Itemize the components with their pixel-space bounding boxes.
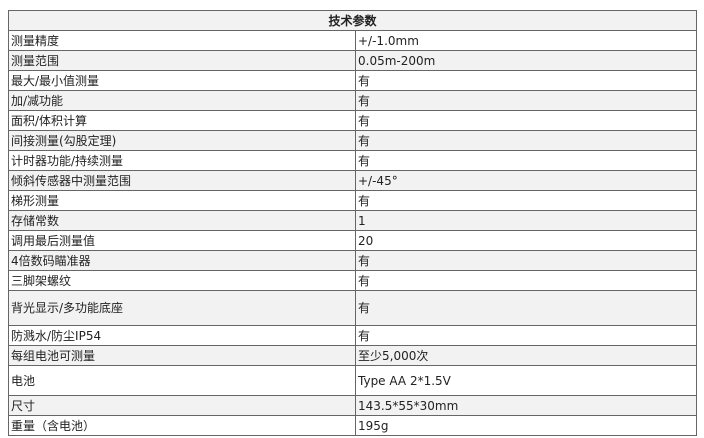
spec-row: 三脚架螺纹有 [8,270,697,291]
spec-row: 面积/体积计算有 [8,110,697,131]
spec-value: 1 [355,210,697,231]
spec-value: 有 [355,190,697,211]
spec-table: 技术参数 测量精度 +/-1.0mm 测量范围 0.05m-200m 最大/最小值测量有… [8,10,697,436]
spec-value: +/-1.0mm [355,30,697,51]
spec-value: 143.5*55*30mm [355,395,697,416]
spec-value: +/-45° [355,170,697,191]
spec-row: 调用最后测量值 20 [8,230,697,251]
spec-name: 计时器功能/持续测量 [8,150,356,171]
spec-name: 测量精度 [8,30,356,51]
spec-row: 背光显示/多功能底座有 [8,290,697,326]
spec-name: 调用最后测量值 [8,230,356,251]
spec-row: 防溅水/防尘IP54 有 [8,325,697,346]
spec-value: Type AA 2*1.5V [355,365,697,396]
spec-name: 4倍数码瞄准器 [8,250,356,271]
spec-value: 有 [355,110,697,131]
spec-value: 有 [355,150,697,171]
spec-name: 最大/最小值测量 [8,70,356,91]
spec-row: 每组电池可测量 至少5,000次 [8,345,697,366]
spec-row: 最大/最小值测量有 [8,70,697,91]
spec-name: 梯形测量 [8,190,356,211]
spec-name: 每组电池可测量 [8,345,356,366]
spec-row: 间接测量(勾股定理) 有 [8,130,697,151]
spec-name: 测量范围 [8,50,356,71]
header-row: 技术参数 [8,10,697,31]
spec-value: 有 [355,130,697,151]
spec-value: 有 [355,270,697,291]
spec-value: 20 [355,230,697,251]
spec-value: 有 [355,90,697,111]
spec-name: 加/减功能 [8,90,356,111]
spec-row: 倾斜传感器中测量范围 +/-45° [8,170,697,191]
spec-value: 有 [355,290,697,326]
spec-value: 至少5,000次 [355,345,697,366]
spec-row: 计时器功能/持续测量有 [8,150,697,171]
spec-row: 测量精度 +/-1.0mm [8,30,697,51]
spec-name: 倾斜传感器中测量范围 [8,170,356,191]
spec-row: 4倍数码瞄准器有 [8,250,697,271]
spec-name: 存储常数 [8,210,356,231]
spec-row: 电池 Type AA 2*1.5V [8,365,697,396]
spec-value: 有 [355,325,697,346]
spec-name: 尺寸 [8,395,356,416]
table-header: 技术参数 [8,10,697,31]
spec-row: 尺寸 143.5*55*30mm [8,395,697,416]
spec-row: 测量范围 0.05m-200m [8,50,697,71]
spec-row: 存储常数 1 [8,210,697,231]
spec-name: 背光显示/多功能底座 [8,290,356,326]
spec-name: 电池 [8,365,356,396]
spec-value: 0.05m-200m [355,50,697,71]
spec-row: 加/减功能有 [8,90,697,111]
spec-name: 面积/体积计算 [8,110,356,131]
spec-name: 间接测量(勾股定理) [8,130,356,151]
spec-value: 有 [355,250,697,271]
spec-value: 有 [355,70,697,91]
spec-name: 三脚架螺纹 [8,270,356,291]
spec-value: 195g [355,415,697,436]
spec-row: 梯形测量有 [8,190,697,211]
spec-name: 防溅水/防尘IP54 [8,325,356,346]
spec-name: 重量（含电池） [8,415,356,436]
spec-row: 重量（含电池） 195g [8,415,697,436]
